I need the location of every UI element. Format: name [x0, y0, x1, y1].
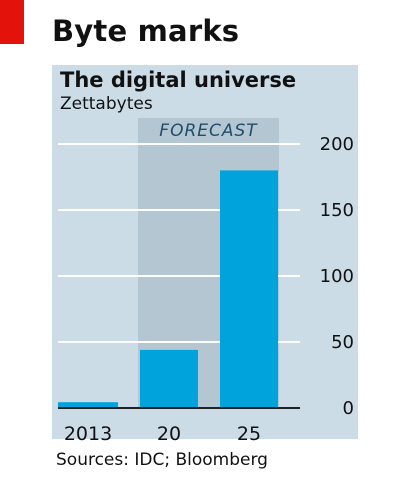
x-tick-label: 25 [237, 423, 261, 445]
bar [220, 170, 278, 408]
y-tick-label: 0 [343, 398, 354, 419]
x-tick-label: 2013 [64, 423, 112, 445]
y-tick-label: 200 [320, 134, 354, 155]
chart-subtitle: Zettabytes [60, 94, 153, 114]
x-tick-label: 20 [157, 423, 181, 445]
bar [140, 349, 198, 408]
y-tick-label: 50 [331, 332, 354, 353]
y-tick-label: 150 [320, 200, 354, 221]
chart-title: The digital universe [60, 68, 297, 92]
forecast-label: FORECAST [159, 121, 258, 141]
y-tick-label: 100 [320, 266, 354, 287]
red-tag-accent [0, 0, 24, 44]
source-note: Sources: IDC; Bloomberg [56, 450, 268, 470]
headline: Byte marks [52, 14, 240, 48]
bar [58, 402, 118, 408]
